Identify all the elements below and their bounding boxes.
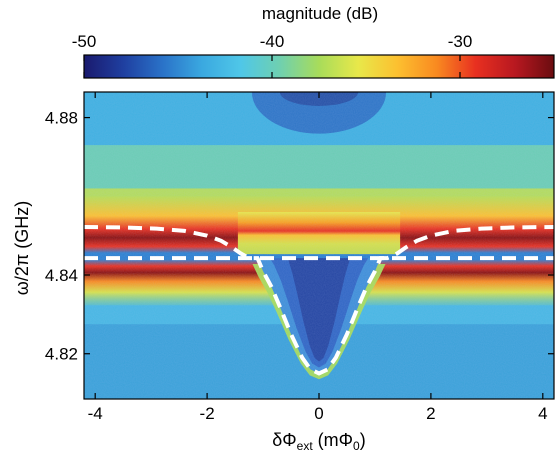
colorbar <box>83 54 555 79</box>
y-tick-label: 4.82 <box>45 345 78 364</box>
colorbar-tick-label: -30 <box>448 32 473 51</box>
y-tick-label: 4.88 <box>45 109 78 128</box>
y-axis: 4.82 4.84 4.88 <box>45 109 554 364</box>
colorbar-ticks <box>83 55 461 78</box>
overlay-curves <box>84 225 554 376</box>
y-axis-label: ω/2π (GHz) <box>12 201 32 295</box>
colorbar-tick-label: -40 <box>260 32 285 51</box>
overlay-curve-1 <box>84 225 554 376</box>
x-tick-label: 4 <box>538 404 547 423</box>
x-tick-label: 0 <box>314 404 323 423</box>
colorbar-label: magnitude (dB) <box>262 4 378 23</box>
colorbar-tick-labels: -50-40-30-20 <box>72 32 473 51</box>
x-axis: -4 -2 0 2 4 <box>88 92 548 423</box>
heatmap <box>84 92 554 399</box>
x-tick-label: -2 <box>200 404 215 423</box>
y-tick-label: 4.84 <box>45 266 78 285</box>
x-axis-label: δΦext (mΦ0) <box>272 430 365 453</box>
x-tick-label: -4 <box>88 404 103 423</box>
x-tick-label: 2 <box>426 404 435 423</box>
colorbar-tick-label: -50 <box>72 32 97 51</box>
